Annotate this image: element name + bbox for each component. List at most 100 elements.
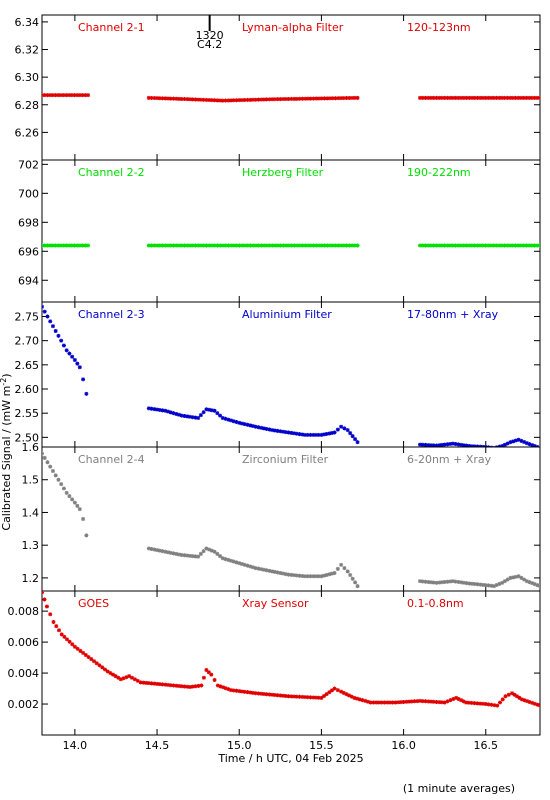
data-point [532, 243, 537, 248]
data-point [418, 243, 423, 248]
data-point [464, 581, 469, 586]
series-segment-1 [42, 93, 91, 98]
data-point [333, 96, 338, 101]
data-point [67, 351, 72, 356]
data-point [42, 591, 44, 595]
data-point [229, 418, 234, 423]
data-point [138, 680, 143, 685]
data-point [226, 557, 231, 562]
data-point [297, 432, 302, 437]
data-point [81, 650, 86, 655]
data-point [459, 442, 464, 447]
data-point [295, 243, 300, 248]
data-point [53, 329, 58, 333]
data-point [445, 243, 450, 248]
data-point [69, 243, 74, 248]
data-point [527, 580, 532, 585]
data-point [467, 95, 472, 100]
data-point [513, 438, 518, 443]
data-point [300, 574, 305, 578]
data-point [486, 95, 491, 100]
data-point [201, 97, 206, 102]
data-point [464, 700, 469, 705]
data-point [261, 567, 266, 572]
data-point [335, 427, 340, 432]
data-point [245, 243, 250, 248]
data-point [350, 576, 355, 581]
data-point [396, 700, 401, 705]
data-point [420, 699, 425, 704]
data-point [461, 95, 466, 100]
y-tick-label: 6.30 [15, 71, 40, 84]
data-point [67, 93, 72, 98]
data-point [220, 556, 225, 561]
data-point [498, 700, 503, 705]
data-point [223, 416, 228, 421]
panel-1: 6.26 6.28 6.30 6.32 6.34 Channel 2-1 Lyman-alp… [15, 14, 541, 161]
data-point [470, 581, 475, 586]
data-point [352, 95, 357, 100]
data-point [499, 243, 504, 248]
data-point [407, 699, 412, 704]
data-point [345, 569, 350, 574]
data-point [155, 243, 160, 248]
data-point [231, 243, 236, 248]
data-point [193, 97, 198, 102]
data-point [278, 97, 283, 102]
data-point [204, 546, 209, 551]
data-point [272, 569, 277, 574]
data-point [209, 98, 214, 103]
data-point [176, 96, 181, 101]
data-point [48, 243, 53, 248]
data-point [64, 490, 69, 495]
data-point [248, 690, 253, 695]
data-point [218, 243, 223, 248]
data-point [250, 565, 255, 570]
data-point [275, 243, 280, 248]
data-point [44, 604, 49, 609]
data-point [58, 243, 63, 248]
data-point [294, 694, 299, 699]
data-point [329, 688, 334, 693]
data-point [81, 377, 86, 382]
data-point [453, 579, 458, 584]
data-point [237, 243, 242, 248]
data-point [275, 97, 280, 102]
data-point [347, 243, 352, 248]
data-point [231, 419, 236, 424]
data-point [374, 700, 379, 705]
panel-annotation: 0.1-0.8nm [407, 597, 464, 610]
data-point [332, 571, 337, 575]
panel-annotation: Xray Sensor [242, 597, 309, 610]
data-point [286, 243, 291, 248]
data-point [308, 695, 313, 700]
data-point [281, 429, 286, 434]
panel-frame [41, 159, 541, 303]
data-point [355, 584, 360, 589]
data-point [434, 699, 439, 704]
data-point [513, 95, 518, 100]
data-point [185, 97, 190, 102]
data-point [341, 243, 346, 248]
data-point [75, 243, 80, 248]
data-point [491, 584, 496, 589]
data-point [267, 243, 272, 248]
data-point [327, 431, 332, 436]
data-point [286, 694, 291, 699]
data-point [182, 684, 187, 689]
data-point [412, 699, 417, 704]
data-point [231, 98, 236, 103]
data-point [316, 574, 321, 579]
data-point [42, 455, 47, 460]
data-point [42, 451, 44, 456]
data-point [193, 415, 198, 420]
data-point [313, 574, 318, 579]
data-point [72, 644, 77, 649]
data-point [461, 699, 466, 704]
panel-annotation: Lyman-alpha Filter [242, 21, 344, 34]
data-point [464, 95, 469, 100]
data-point [168, 243, 173, 248]
data-point [56, 628, 61, 633]
data-point [207, 407, 212, 412]
data-point [168, 410, 173, 415]
